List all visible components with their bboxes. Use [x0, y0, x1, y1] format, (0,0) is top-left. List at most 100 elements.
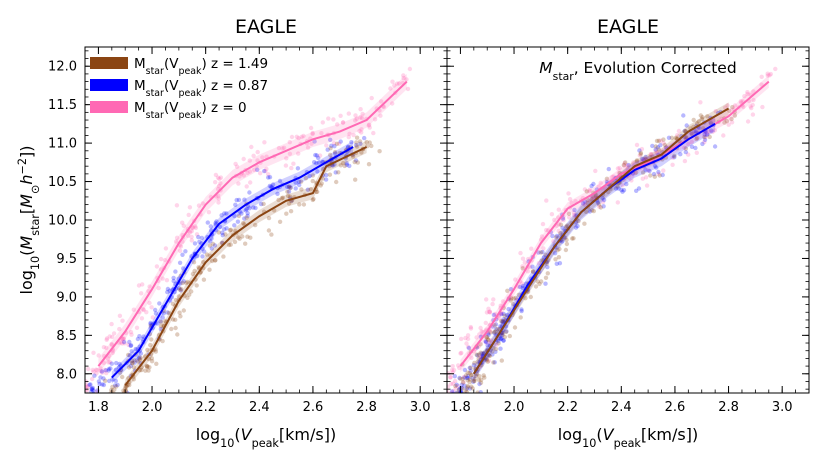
scatter-point [598, 205, 603, 210]
scatter-point [511, 296, 516, 301]
scatter-point [185, 233, 191, 238]
scatter-point [676, 128, 682, 134]
y-tick-label: 10.0 [48, 214, 77, 229]
scatter-point [293, 180, 298, 185]
scatter-point [503, 329, 509, 335]
scatter-point [675, 133, 680, 138]
scatter-point [245, 170, 250, 176]
scatter-point [141, 307, 146, 313]
scatter-point [303, 176, 309, 181]
scatter-point [310, 130, 315, 136]
scatter-point [366, 123, 371, 128]
scatter-point [458, 389, 464, 393]
scatter-point [485, 336, 490, 342]
scatter-point [661, 168, 666, 173]
scatter-point [535, 279, 540, 284]
scatter-point [350, 154, 356, 159]
scatter-point [388, 86, 393, 91]
scatter-point [358, 141, 363, 146]
scatter-point [466, 345, 472, 351]
scatter-point [487, 353, 492, 358]
scatter-point [636, 186, 642, 191]
scatter-point [360, 111, 365, 117]
scatter-point [449, 389, 455, 393]
scatter-point [364, 139, 369, 145]
scatter-point [128, 329, 134, 335]
scatter-point [662, 142, 668, 148]
scatter-point [305, 187, 311, 192]
scatter-point [90, 387, 95, 393]
scatter-point [296, 151, 301, 156]
legend-swatch [90, 57, 128, 69]
scatter-point [147, 365, 152, 370]
scatter-point [561, 218, 566, 223]
scatter-point [122, 341, 127, 346]
scatter-point [498, 324, 503, 329]
scatter-point [320, 120, 325, 125]
scatter-point [554, 235, 559, 240]
scatter-point [459, 382, 464, 388]
scatter-point [123, 384, 128, 389]
scatter-point [596, 184, 601, 189]
scatter-point [722, 120, 727, 125]
scatter-point [158, 256, 164, 262]
scatter-point [501, 338, 506, 343]
scatter-point [222, 227, 227, 232]
scatter-point [474, 352, 479, 357]
median-line [124, 146, 368, 386]
scatter-point [200, 254, 205, 259]
scatter-point [260, 155, 265, 160]
scatter-point [170, 317, 176, 322]
scatter-point [103, 368, 109, 373]
scatter-point [461, 374, 467, 380]
scatter-point [96, 379, 102, 384]
scatter-point [266, 215, 272, 221]
scatter-point [509, 296, 514, 301]
scatter-point [543, 252, 548, 257]
scatter-point [190, 271, 196, 277]
scatter-point [464, 375, 470, 381]
scatter-point [684, 123, 689, 128]
scatter-point [247, 206, 252, 211]
scatter-point [477, 332, 482, 337]
scatter-point [244, 206, 249, 212]
scatter-point [539, 234, 545, 239]
scatter-point [571, 236, 576, 241]
scatter-point [96, 353, 101, 358]
scatter-point [353, 177, 358, 182]
scatter-point [705, 114, 710, 119]
scatter-point [500, 320, 505, 325]
scatter-point [655, 145, 661, 150]
scatter-point [346, 144, 351, 149]
scatter-point [523, 296, 528, 301]
scatter-point [520, 285, 525, 290]
scatter-point [221, 254, 226, 259]
scatter-point [729, 120, 735, 125]
scatter-point [661, 137, 666, 142]
scatter-point [520, 266, 525, 271]
scatter-point [732, 103, 738, 108]
scatter-point [726, 122, 731, 127]
scatter-point [148, 322, 153, 327]
scatter-point [233, 202, 238, 207]
scatter-point [571, 212, 577, 218]
scatter-point [279, 196, 284, 201]
scatter-point [90, 367, 96, 373]
scatter-point [484, 310, 490, 315]
scatter-point [334, 179, 339, 185]
scatter-point [557, 246, 562, 252]
scatter-point [120, 374, 125, 380]
scatter-point [748, 104, 753, 109]
scatter-point [261, 201, 266, 207]
scatter-point [286, 184, 292, 189]
scatter-point [760, 104, 765, 110]
scatter-point [353, 113, 358, 118]
scatter-point [472, 378, 477, 384]
scatter-point [87, 382, 92, 387]
scatter-point [591, 181, 596, 187]
scatter-point [493, 327, 498, 332]
median-band [473, 116, 716, 382]
scatter-point [85, 384, 88, 389]
scatter-point [187, 292, 192, 297]
x-tick-label: 2.2 [557, 400, 578, 415]
